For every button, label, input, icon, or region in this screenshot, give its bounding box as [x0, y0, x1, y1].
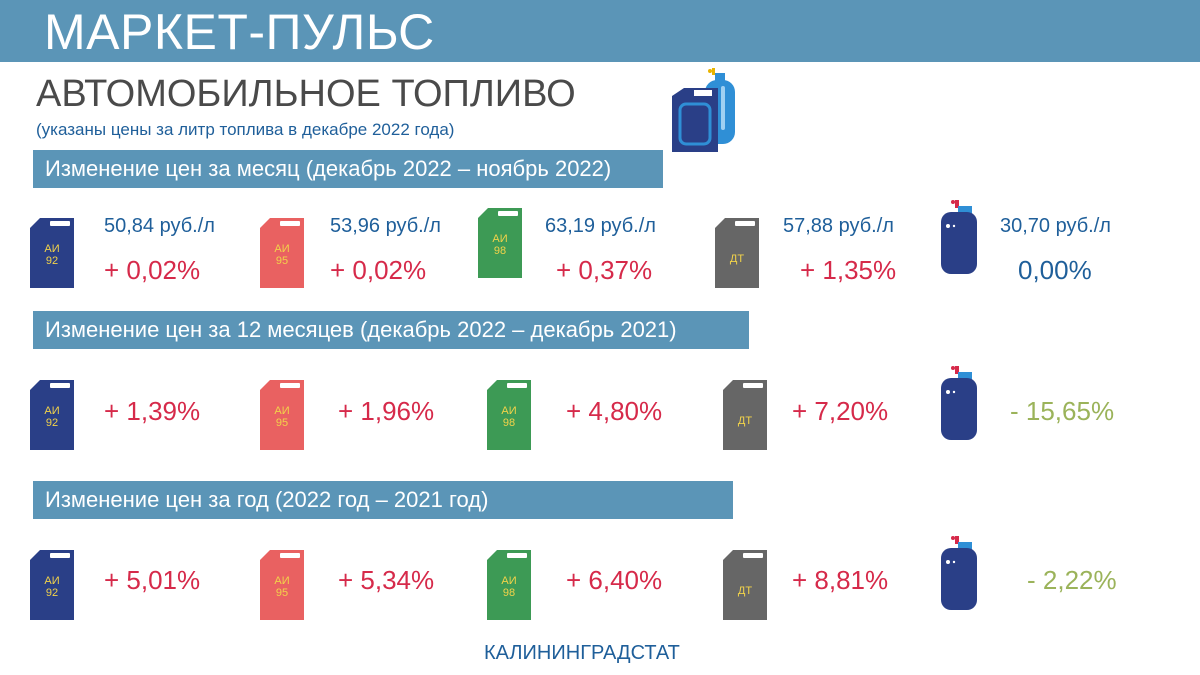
change-year-ai98: + 6,40% [566, 565, 663, 595]
change-12m-gas: - 15,65% [1010, 396, 1115, 426]
jerrycan-shape: ДТ [715, 218, 759, 288]
fuel-label-bottom: 92 [46, 255, 58, 267]
change-month-ai98: + 0,37% [556, 255, 653, 285]
change-year-dt: + 8,81% [792, 565, 889, 595]
jerrycan-icon: АИ 98 [474, 202, 530, 282]
fuel-label-top: АИ [501, 405, 516, 417]
fuel-label-top: АИ [44, 405, 59, 417]
gas-cylinder-shape [941, 536, 977, 610]
change-12m-ai92: + 1,39% [104, 396, 201, 426]
fuel-label-top: АИ [492, 233, 507, 245]
fuel-label-bottom: 95 [276, 417, 288, 429]
jerrycan-shape: ДТ [723, 380, 767, 450]
price-gas: 30,70 руб./л [1000, 215, 1111, 237]
jerrycan-icon: АИ 98 [483, 374, 539, 454]
jerrycan-icon: ДТ [711, 212, 767, 292]
jerrycan-icon: ДТ [719, 544, 775, 624]
gas-cylinder-shape [941, 366, 977, 440]
section-header-month: Изменение цен за месяц (декабрь 2022 – н… [33, 150, 663, 188]
source-footer: КАЛИНИНГРАДСТАТ [484, 642, 680, 664]
jerrycan-shape: ДТ [723, 550, 767, 620]
fuel-label-bottom: 95 [276, 255, 288, 267]
change-month-gas: 0,00% [1018, 255, 1092, 285]
price-ai98: 63,19 руб./л [545, 215, 656, 237]
price-ai95: 53,96 руб./л [330, 215, 441, 237]
gas-cylinder-icon [938, 196, 994, 276]
fuel-header-icon [668, 66, 748, 158]
page-title: МАРКЕТ-ПУЛЬС [44, 4, 435, 60]
jerrycan-icon: АИ 98 [483, 544, 539, 624]
change-month-dt: + 1,35% [800, 255, 897, 285]
jerrycan-icon: АИ 95 [256, 374, 312, 454]
change-12m-ai95: + 1,96% [338, 396, 435, 426]
jerrycan-icon: ДТ [719, 374, 775, 454]
page-subtitle: АВТОМОБИЛЬНОЕ ТОПЛИВО [36, 73, 576, 115]
fuel-label-top: АИ [44, 575, 59, 587]
fuel-label-top: ДТ [730, 253, 744, 265]
jerrycan-icon: АИ 92 [26, 212, 82, 292]
fuel-label-bottom: 95 [276, 587, 288, 599]
jerrycan-icon: АИ 95 [256, 212, 312, 292]
change-year-ai92: + 5,01% [104, 565, 201, 595]
jerrycan-icon: АИ 92 [26, 544, 82, 624]
fuel-label-bottom: 98 [503, 587, 515, 599]
fuel-label-top: АИ [274, 575, 289, 587]
change-12m-ai98: + 4,80% [566, 396, 663, 426]
fuel-label-top: АИ [274, 243, 289, 255]
change-month-ai95: + 0,02% [330, 255, 427, 285]
gas-cylinder-shape [941, 200, 977, 274]
change-year-ai95: + 5,34% [338, 565, 435, 595]
change-12m-dt: + 7,20% [792, 396, 889, 426]
fuel-label-top: АИ [274, 405, 289, 417]
fuel-label-bottom: 92 [46, 587, 58, 599]
jerrycan-icon: АИ 95 [256, 544, 312, 624]
gas-cylinder-icon [938, 532, 994, 612]
price-ai92: 50,84 руб./л [104, 215, 215, 237]
fuel-label-top: ДТ [738, 585, 752, 597]
fuel-label-bottom: 98 [503, 417, 515, 429]
fuel-label-top: АИ [501, 575, 516, 587]
fuel-label-top: АИ [44, 243, 59, 255]
section-header-12-months: Изменение цен за 12 месяцев (декабрь 202… [33, 311, 749, 349]
change-year-gas: - 2,22% [1027, 565, 1117, 595]
fuel-label-bottom: 92 [46, 417, 58, 429]
fuel-label-top: ДТ [738, 415, 752, 427]
section-header-year: Изменение цен за год (2022 год – 2021 го… [33, 481, 733, 519]
jerrycan-icon: АИ 92 [26, 374, 82, 454]
price-dt: 57,88 руб./л [783, 215, 894, 237]
gas-cylinder-icon [938, 362, 994, 442]
top-title-bar: МАРКЕТ-ПУЛЬС [0, 0, 1200, 62]
fuel-label-bottom: 98 [494, 245, 506, 257]
change-month-ai92: + 0,02% [104, 255, 201, 285]
price-note: (указаны цены за литр топлива в декабре … [36, 120, 455, 139]
